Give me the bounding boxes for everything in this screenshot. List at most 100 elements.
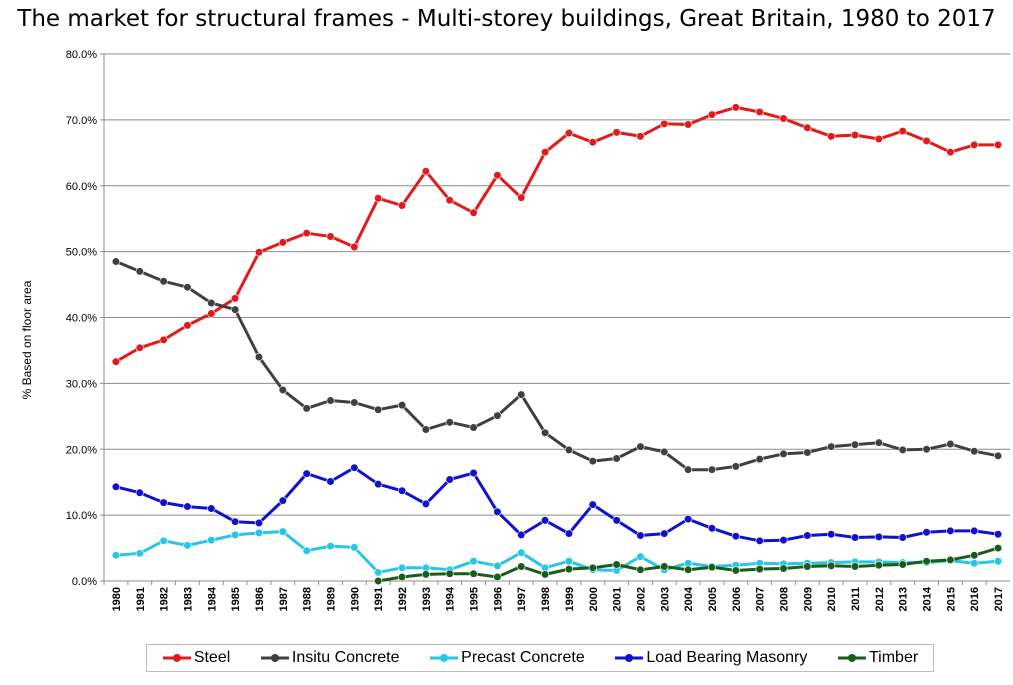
- data-point-steel: [135, 343, 144, 352]
- data-point-insitu-concrete: [946, 439, 955, 449]
- data-point-load-bearing-masonry: [564, 529, 574, 538]
- legend-label: Load Bearing Masonry: [646, 649, 808, 666]
- legend-swatch-steel: [162, 654, 191, 662]
- data-point-timber: [874, 561, 883, 570]
- data-point-load-bearing-masonry: [946, 526, 955, 536]
- data-point-steel: [755, 107, 764, 117]
- data-point-insitu-concrete: [374, 405, 383, 414]
- data-point-steel: [731, 103, 740, 112]
- data-point-load-bearing-masonry: [397, 486, 407, 495]
- data-point-timber: [421, 570, 430, 579]
- data-point-timber: [803, 562, 812, 571]
- data-point-load-bearing-masonry: [517, 530, 526, 539]
- data-point-insitu-concrete: [564, 445, 574, 455]
- y-tick-label: 40.0%: [66, 313, 97, 325]
- data-point-steel: [350, 242, 359, 252]
- x-tick-label: 1994: [445, 586, 457, 611]
- data-point-timber: [540, 570, 550, 579]
- data-point-timber: [374, 576, 383, 586]
- data-point-precast-concrete: [207, 536, 216, 545]
- data-point-steel: [159, 335, 168, 344]
- data-point-load-bearing-masonry: [540, 516, 550, 525]
- data-point-timber: [827, 561, 836, 570]
- data-point-precast-concrete: [397, 563, 407, 572]
- data-point-load-bearing-masonry: [660, 529, 669, 538]
- legend-swatch-load-bearing-masonry: [615, 654, 644, 662]
- data-point-precast-concrete: [159, 536, 168, 545]
- data-point-insitu-concrete: [278, 385, 287, 395]
- data-point-timber: [946, 555, 955, 565]
- x-tick-label: 2000: [588, 587, 600, 611]
- data-point-steel: [564, 128, 574, 138]
- x-tick-label: 2013: [898, 587, 910, 611]
- legend-swatch-insitu-concrete: [260, 654, 289, 662]
- data-point-load-bearing-masonry: [231, 517, 240, 526]
- data-point-steel: [493, 171, 502, 180]
- data-point-load-bearing-masonry: [493, 507, 502, 516]
- legend-item-precast-concrete: Precast Concrete: [429, 649, 585, 667]
- data-point-insitu-concrete: [493, 411, 502, 420]
- x-tick-label: 1982: [159, 587, 171, 611]
- x-tick-label: 2015: [945, 587, 957, 611]
- y-tick-label: 50.0%: [66, 247, 97, 259]
- x-tick-label: 2009: [802, 587, 814, 611]
- data-point-load-bearing-masonry: [970, 526, 979, 536]
- data-point-steel: [898, 126, 907, 136]
- data-point-load-bearing-masonry: [803, 531, 812, 540]
- data-point-load-bearing-masonry: [731, 532, 740, 541]
- y-tick-label: 30.0%: [66, 378, 97, 390]
- data-point-precast-concrete: [254, 528, 264, 538]
- legend-label: Timber: [868, 649, 919, 666]
- data-point-insitu-concrete: [207, 298, 216, 308]
- x-tick-label: 2016: [969, 587, 981, 611]
- x-tick-label: 1999: [564, 587, 576, 611]
- x-tick-label: 1989: [326, 587, 338, 611]
- data-point-steel: [946, 148, 955, 157]
- data-point-steel: [183, 321, 192, 330]
- data-point-steel: [207, 309, 216, 318]
- data-point-timber: [993, 543, 1003, 553]
- x-tick-label: 1991: [373, 587, 385, 611]
- x-tick-label: 1997: [516, 587, 528, 611]
- data-point-steel: [707, 110, 717, 119]
- data-point-steel: [779, 114, 788, 123]
- data-point-insitu-concrete: [397, 401, 407, 410]
- x-tick-label: 2006: [731, 587, 743, 611]
- data-point-steel: [302, 229, 311, 238]
- data-point-precast-concrete: [135, 549, 144, 558]
- x-tick-label: 2008: [779, 587, 791, 611]
- data-point-steel: [278, 238, 287, 247]
- data-point-timber: [397, 572, 407, 582]
- data-point-load-bearing-masonry: [850, 533, 860, 542]
- data-point-insitu-concrete: [755, 455, 764, 464]
- data-point-timber: [779, 564, 788, 573]
- data-point-load-bearing-masonry: [111, 482, 121, 491]
- data-point-insitu-concrete: [612, 454, 621, 463]
- chart-title: The market for structural frames - Multi…: [17, 6, 996, 32]
- data-point-insitu-concrete: [326, 396, 335, 405]
- data-point-insitu-concrete: [660, 447, 669, 456]
- data-point-precast-concrete: [231, 530, 240, 539]
- x-tick-label: 1990: [349, 587, 361, 611]
- series-line-load-bearing-masonry: [115, 466, 999, 543]
- data-point-insitu-concrete: [874, 438, 883, 447]
- data-point-load-bearing-masonry: [183, 502, 192, 511]
- data-point-load-bearing-masonry: [779, 536, 788, 545]
- y-tick-label: 20.0%: [66, 444, 97, 456]
- data-point-load-bearing-masonry: [374, 480, 383, 489]
- legend-label: Precast Concrete: [461, 649, 585, 666]
- y-tick-label: 0.0%: [72, 576, 97, 588]
- data-point-precast-concrete: [636, 552, 645, 561]
- legend-item-steel: Steel: [162, 649, 230, 667]
- data-point-precast-concrete: [111, 551, 121, 560]
- x-tick-label: 1996: [492, 587, 504, 611]
- y-axis-label: % Based on floor area: [20, 280, 34, 399]
- data-point-precast-concrete: [469, 557, 478, 566]
- data-point-insitu-concrete: [827, 442, 836, 451]
- data-point-load-bearing-masonry: [445, 475, 454, 484]
- data-point-load-bearing-masonry: [254, 518, 264, 528]
- data-point-insitu-concrete: [421, 425, 430, 434]
- data-point-timber: [660, 562, 669, 571]
- data-point-insitu-concrete: [898, 445, 907, 455]
- gridlines: [100, 53, 1010, 582]
